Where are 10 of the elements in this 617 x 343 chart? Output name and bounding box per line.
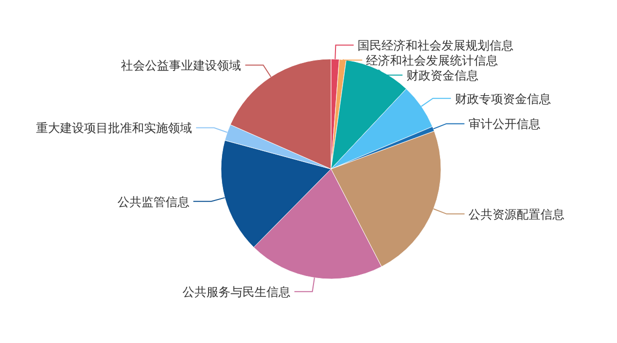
slice-label: 重大建设项目批准和实施领域 bbox=[36, 121, 192, 136]
slice-label: 公共监管信息 bbox=[117, 194, 190, 209]
slice-label: 审计公开信息 bbox=[468, 117, 540, 132]
slice-label: 公共服务与民生信息 bbox=[182, 285, 290, 300]
slice-label: 社会公益事业建设领域 bbox=[121, 58, 242, 73]
slice-label: 财政资金信息 bbox=[406, 68, 478, 83]
slice-label: 公共资源配置信息 bbox=[468, 207, 565, 222]
slice-label: 经济和社会发展统计信息 bbox=[366, 54, 498, 68]
slice-label: 国民经济和社会发展规划信息 bbox=[358, 38, 514, 53]
slice-label: 财政专项资金信息 bbox=[454, 92, 551, 106]
